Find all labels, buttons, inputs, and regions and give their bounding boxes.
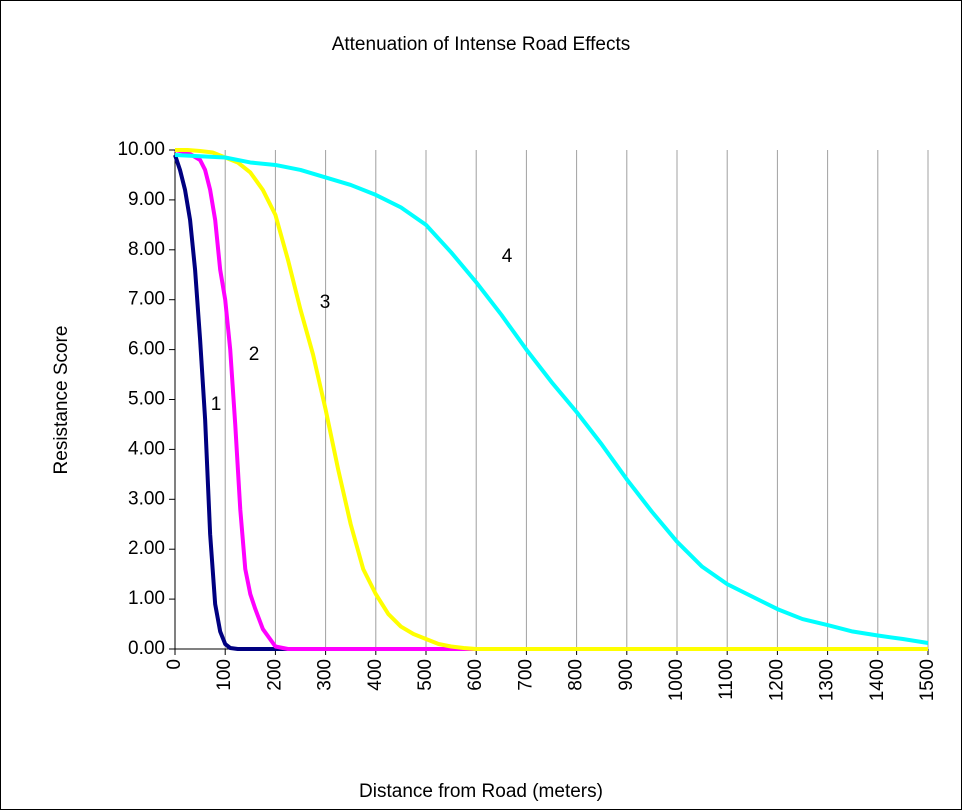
x-tick-label: 500: [415, 659, 436, 691]
y-tick-label: 8.00: [128, 239, 165, 260]
x-tick-label: 200: [264, 659, 285, 691]
series-line: [174, 148, 928, 651]
y-tick-label: 1.00: [128, 588, 165, 609]
y-axis-label: Resistance Score: [51, 326, 72, 475]
x-tick-label: 1300: [817, 659, 838, 701]
x-tick-label: 800: [566, 659, 587, 691]
y-tick-label: 9.00: [128, 189, 165, 210]
y-tick-label: 7.00: [128, 289, 165, 310]
x-axis-label: Distance from Road (meters): [359, 781, 603, 802]
y-tick-label: 2.00: [128, 538, 165, 559]
x-tick-label: 700: [515, 659, 536, 691]
curve-label: 4: [502, 246, 513, 267]
x-tick-label: 1400: [867, 659, 888, 701]
x-tick-label: 300: [315, 659, 336, 691]
y-tick-label: 5.00: [128, 389, 165, 410]
y-tick-label: 10.00: [117, 139, 165, 160]
x-tick-label: 400: [365, 659, 386, 691]
x-tick-label: 1100: [716, 659, 737, 700]
series-line: [174, 152, 929, 645]
series-line: [173, 154, 928, 651]
curve-label: 1: [211, 394, 222, 415]
curve-label: 2: [249, 344, 260, 365]
y-tick-label: 0.00: [128, 638, 165, 659]
x-tick-label: 1200: [766, 659, 787, 701]
chart-title: Attenuation of Intense Road Effects: [332, 34, 631, 55]
curve-label: 3: [320, 292, 331, 313]
x-tick-label: 1000: [666, 659, 687, 701]
y-tick-label: 6.00: [128, 339, 165, 360]
x-tick-label: 900: [616, 659, 637, 691]
x-tick-label: 100: [214, 659, 235, 691]
y-tick-label: 4.00: [128, 438, 165, 459]
x-tick-label: 0: [164, 659, 185, 670]
x-tick-label: 1500: [917, 659, 938, 701]
x-tick-label: 600: [465, 659, 486, 691]
y-tick-label: 3.00: [128, 488, 165, 509]
